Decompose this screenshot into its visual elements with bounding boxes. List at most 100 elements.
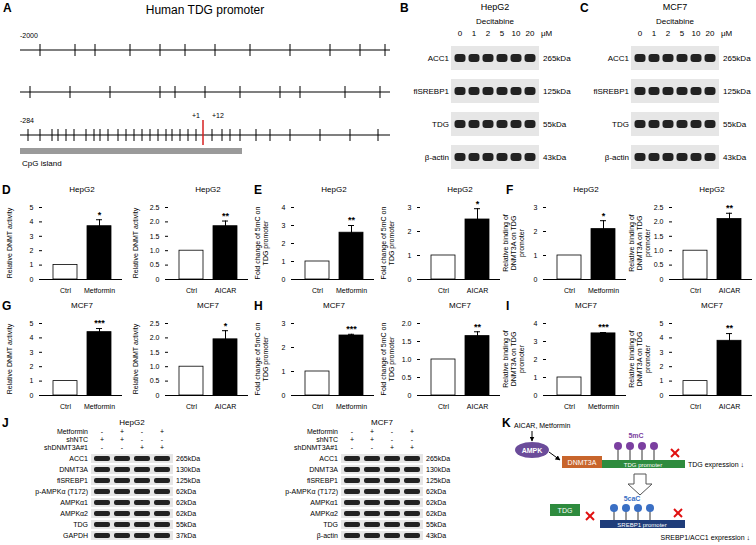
svg-text:A: A bbox=[3, 1, 12, 15]
svg-text:2: 2 bbox=[534, 228, 538, 235]
svg-text:2.0: 2.0 bbox=[150, 218, 160, 225]
svg-text:4: 4 bbox=[660, 334, 664, 341]
svg-text:Ctrl: Ctrl bbox=[690, 287, 701, 294]
svg-text:DNMT3A: DNMT3A bbox=[309, 466, 338, 473]
svg-text:62kDa: 62kDa bbox=[176, 499, 196, 506]
svg-text:shNTC: shNTC bbox=[316, 436, 338, 443]
svg-text:0.5: 0.5 bbox=[402, 374, 412, 381]
svg-text:flSREBP1: flSREBP1 bbox=[413, 87, 449, 96]
svg-text:2.5: 2.5 bbox=[150, 204, 160, 211]
svg-text:1.0: 1.0 bbox=[150, 247, 160, 254]
svg-text:+: + bbox=[120, 428, 124, 435]
svg-text:130kDa: 130kDa bbox=[176, 466, 200, 473]
svg-text:HepG2: HepG2 bbox=[119, 418, 145, 427]
svg-text:**: ** bbox=[348, 215, 356, 225]
svg-text:2: 2 bbox=[666, 29, 671, 38]
svg-text:Decitabine: Decitabine bbox=[476, 17, 514, 26]
svg-text:+: + bbox=[410, 444, 414, 451]
svg-text:shDNMT3A#1: shDNMT3A#1 bbox=[44, 444, 88, 451]
svg-text:-: - bbox=[101, 428, 104, 435]
svg-text:-284: -284 bbox=[20, 117, 34, 124]
svg-text:**: ** bbox=[726, 323, 734, 333]
svg-text:2.0: 2.0 bbox=[402, 320, 412, 327]
svg-text:1: 1 bbox=[408, 252, 412, 259]
svg-text:AICAR: AICAR bbox=[719, 287, 740, 294]
svg-text:0: 0 bbox=[638, 29, 643, 38]
svg-text:62kDa: 62kDa bbox=[426, 488, 446, 495]
svg-text:0: 0 bbox=[282, 392, 286, 399]
svg-text:Ctrl: Ctrl bbox=[438, 403, 449, 410]
svg-text:0: 0 bbox=[660, 276, 664, 283]
svg-text:**: ** bbox=[726, 203, 734, 213]
svg-text:0.5: 0.5 bbox=[150, 377, 160, 384]
svg-text:2: 2 bbox=[282, 344, 286, 351]
svg-text:5caC: 5caC bbox=[624, 495, 641, 502]
svg-text:ACC1: ACC1 bbox=[69, 455, 88, 462]
svg-text:5mC: 5mC bbox=[628, 432, 643, 439]
svg-text:AICAR: AICAR bbox=[467, 287, 488, 294]
svg-text:Ctrl: Ctrl bbox=[60, 403, 71, 410]
svg-text:-: - bbox=[121, 444, 124, 451]
svg-text:Ctrl: Ctrl bbox=[564, 287, 575, 294]
svg-text:4: 4 bbox=[30, 334, 34, 341]
svg-text:***: *** bbox=[598, 322, 609, 332]
svg-text:1.5: 1.5 bbox=[654, 233, 664, 240]
svg-text:-: - bbox=[371, 444, 374, 451]
svg-text:1.5: 1.5 bbox=[150, 349, 160, 356]
svg-text:1.0: 1.0 bbox=[654, 247, 664, 254]
svg-text:62kDa: 62kDa bbox=[426, 499, 446, 506]
svg-text:1: 1 bbox=[534, 252, 538, 259]
svg-text:0: 0 bbox=[156, 276, 160, 283]
svg-text:2: 2 bbox=[486, 29, 491, 38]
svg-text:p-AMPKα (T172): p-AMPKα (T172) bbox=[35, 488, 88, 496]
svg-text:μM: μM bbox=[541, 29, 553, 38]
svg-text:Metformin: Metformin bbox=[588, 287, 619, 294]
svg-text:20: 20 bbox=[526, 29, 535, 38]
svg-text:AICAR: AICAR bbox=[215, 287, 236, 294]
svg-text:3: 3 bbox=[282, 320, 286, 327]
svg-text:TDG: TDG bbox=[73, 521, 88, 528]
svg-text:TDG: TDG bbox=[558, 507, 573, 514]
svg-text:AICAR: AICAR bbox=[719, 403, 740, 410]
svg-text:62kDa: 62kDa bbox=[176, 510, 196, 517]
svg-text:5: 5 bbox=[30, 204, 34, 211]
svg-text:-: - bbox=[391, 436, 394, 443]
svg-text:*: * bbox=[224, 321, 228, 331]
svg-text:1: 1 bbox=[472, 29, 477, 38]
svg-text:265kDa: 265kDa bbox=[723, 54, 751, 63]
svg-text:MCF7: MCF7 bbox=[663, 2, 688, 12]
svg-text:2: 2 bbox=[660, 363, 664, 370]
svg-text:+: + bbox=[350, 436, 354, 443]
svg-text:10: 10 bbox=[692, 29, 701, 38]
svg-text:0: 0 bbox=[408, 392, 412, 399]
svg-text:-: - bbox=[141, 436, 144, 443]
svg-text:Decitabine: Decitabine bbox=[656, 17, 694, 26]
svg-text:-: - bbox=[351, 444, 354, 451]
svg-text:125kDa: 125kDa bbox=[426, 477, 450, 484]
svg-text:0: 0 bbox=[660, 392, 664, 399]
svg-text:flSREBP1: flSREBP1 bbox=[307, 477, 338, 484]
svg-text:flSREBP1: flSREBP1 bbox=[57, 477, 88, 484]
svg-text:μM: μM bbox=[721, 29, 733, 38]
svg-text:37kDa: 37kDa bbox=[176, 532, 196, 539]
svg-text:Metformin: Metformin bbox=[336, 287, 367, 294]
svg-text:C: C bbox=[580, 1, 589, 15]
svg-text:3: 3 bbox=[30, 233, 34, 240]
svg-text:Ctrl: Ctrl bbox=[690, 403, 701, 410]
svg-text:2.5: 2.5 bbox=[150, 320, 160, 327]
svg-text:43kDa: 43kDa bbox=[426, 532, 446, 539]
svg-text:1.5: 1.5 bbox=[150, 233, 160, 240]
svg-text:55kDa: 55kDa bbox=[723, 120, 747, 129]
svg-text:43kDa: 43kDa bbox=[543, 153, 567, 162]
svg-text:3: 3 bbox=[534, 204, 538, 211]
svg-text:AMPK: AMPK bbox=[522, 447, 543, 454]
svg-text:β-actin: β-actin bbox=[317, 532, 338, 540]
svg-text:Metformin: Metformin bbox=[588, 403, 619, 410]
svg-text:1: 1 bbox=[282, 258, 286, 265]
svg-text:DNMT3A: DNMT3A bbox=[59, 466, 88, 473]
svg-text:+: + bbox=[370, 428, 374, 435]
svg-text:265kDa: 265kDa bbox=[543, 54, 571, 63]
svg-text:1: 1 bbox=[660, 377, 664, 384]
svg-text:0.5: 0.5 bbox=[150, 261, 160, 268]
svg-text:AICAR: AICAR bbox=[467, 403, 488, 410]
